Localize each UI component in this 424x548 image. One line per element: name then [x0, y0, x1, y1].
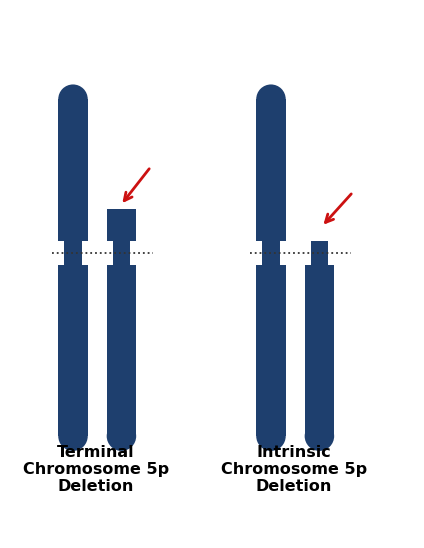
- Bar: [310, 241, 328, 265]
- Bar: [58, 99, 88, 114]
- Bar: [58, 241, 64, 265]
- Bar: [256, 99, 286, 114]
- Bar: [305, 241, 310, 265]
- Bar: [305, 253, 334, 436]
- Bar: [107, 253, 136, 436]
- Bar: [280, 241, 286, 265]
- Text: Terminal
Chromosome 5p
Deletion: Terminal Chromosome 5p Deletion: [23, 444, 169, 494]
- Ellipse shape: [256, 421, 286, 451]
- Bar: [58, 253, 88, 436]
- Bar: [107, 209, 136, 253]
- Bar: [256, 99, 286, 253]
- Bar: [305, 421, 334, 436]
- Ellipse shape: [305, 421, 334, 451]
- Bar: [107, 241, 113, 265]
- Bar: [58, 421, 88, 436]
- Bar: [256, 241, 262, 265]
- Ellipse shape: [58, 84, 88, 114]
- Bar: [130, 241, 136, 265]
- Bar: [82, 241, 88, 265]
- Bar: [58, 99, 88, 253]
- Bar: [328, 241, 334, 265]
- Bar: [107, 421, 136, 436]
- Text: Intrinsic
Chromosome 5p
Deletion: Intrinsic Chromosome 5p Deletion: [221, 444, 367, 494]
- Bar: [256, 421, 286, 436]
- Ellipse shape: [107, 421, 136, 451]
- Ellipse shape: [256, 84, 286, 114]
- Bar: [64, 241, 82, 265]
- Ellipse shape: [58, 421, 88, 451]
- Bar: [256, 253, 286, 436]
- Bar: [262, 241, 280, 265]
- Bar: [113, 241, 130, 265]
